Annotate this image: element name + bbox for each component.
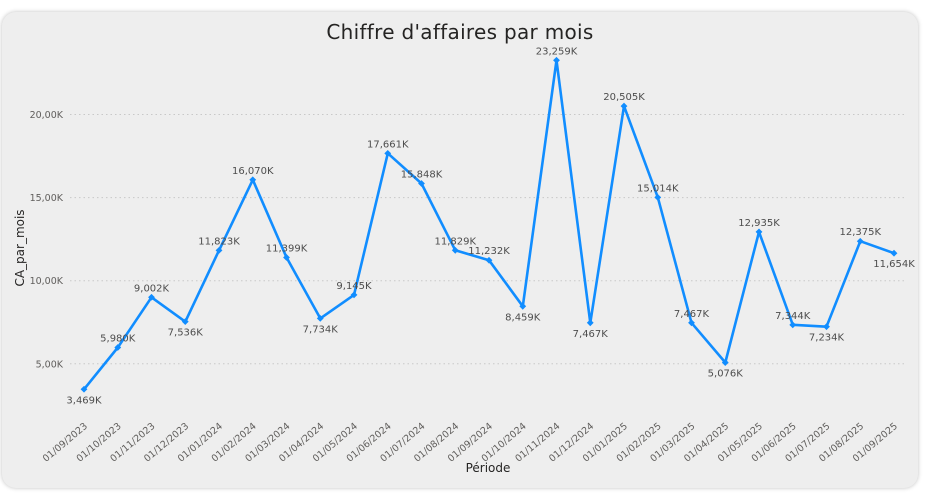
y-axis-ticks: 5,00K 10,00K 15,00K 20,00K bbox=[30, 110, 64, 370]
data-point bbox=[688, 319, 695, 327]
data-point bbox=[890, 249, 898, 257]
data-point bbox=[519, 302, 527, 310]
data-label: 8,459K bbox=[505, 312, 541, 323]
data-label: 20,505K bbox=[603, 92, 645, 103]
y-axis-title: CA_par_mois bbox=[13, 209, 27, 286]
gridlines bbox=[70, 113, 906, 365]
data-label: 5,076K bbox=[708, 369, 744, 380]
data-label: 11,823K bbox=[198, 236, 240, 247]
data-point bbox=[148, 293, 155, 301]
data-label: 11,399K bbox=[266, 243, 308, 254]
data-point bbox=[283, 254, 290, 261]
data-point bbox=[721, 359, 729, 366]
data-labels: 3,469K 5,980K 9,002K 7,536K 11,823K 16,070K 11… bbox=[66, 46, 915, 406]
data-markers bbox=[80, 56, 898, 393]
data-point bbox=[80, 385, 88, 393]
data-label: 16,070K bbox=[232, 166, 274, 177]
data-point bbox=[823, 323, 830, 331]
data-label: 12,935K bbox=[738, 218, 780, 229]
y-tick-label: 20,00K bbox=[30, 110, 64, 121]
data-label: 9,002K bbox=[134, 283, 170, 294]
data-label: 23,259K bbox=[536, 46, 578, 57]
data-label: 9,145K bbox=[336, 281, 372, 292]
data-label: 7,344K bbox=[775, 311, 811, 322]
data-label: 7,234K bbox=[809, 333, 845, 344]
chart-title: Chiffre d'affaires par mois bbox=[326, 20, 594, 44]
data-point bbox=[316, 314, 324, 322]
y-tick-label: 10,00K bbox=[30, 276, 64, 287]
data-point bbox=[114, 344, 122, 351]
data-label: 5,980K bbox=[100, 334, 136, 345]
data-point bbox=[789, 321, 797, 329]
data-point bbox=[586, 319, 594, 327]
data-point bbox=[181, 318, 189, 326]
data-point bbox=[856, 237, 864, 245]
data-point bbox=[654, 193, 662, 201]
data-label: 7,467K bbox=[573, 329, 609, 340]
data-label: 17,661K bbox=[367, 139, 409, 150]
data-label: 15,014K bbox=[637, 183, 679, 194]
data-point bbox=[553, 56, 560, 64]
data-label: 11,232K bbox=[468, 246, 510, 257]
data-point bbox=[384, 149, 392, 157]
data-label: 3,469K bbox=[66, 395, 102, 406]
data-point bbox=[755, 228, 763, 236]
x-axis-title: Période bbox=[466, 461, 511, 475]
y-tick-label: 5,00K bbox=[36, 359, 64, 370]
data-label: 15,848K bbox=[401, 169, 443, 180]
y-tick-label: 15,00K bbox=[30, 193, 64, 204]
data-label: 12,375K bbox=[839, 227, 881, 238]
x-axis-ticks: 01/09/202301/10/202301/11/202301/12/2023… bbox=[41, 421, 900, 465]
data-point bbox=[485, 256, 493, 264]
data-label: 7,536K bbox=[168, 328, 204, 339]
data-point bbox=[249, 176, 257, 184]
data-label: 7,734K bbox=[303, 324, 339, 335]
data-point bbox=[451, 246, 459, 254]
data-label: 11,654K bbox=[873, 259, 915, 270]
data-point bbox=[620, 102, 628, 110]
data-label: 7,467K bbox=[674, 309, 710, 320]
data-point bbox=[350, 291, 358, 299]
data-label: 11,829K bbox=[434, 236, 476, 247]
data-point bbox=[215, 246, 223, 254]
data-point bbox=[418, 180, 425, 187]
